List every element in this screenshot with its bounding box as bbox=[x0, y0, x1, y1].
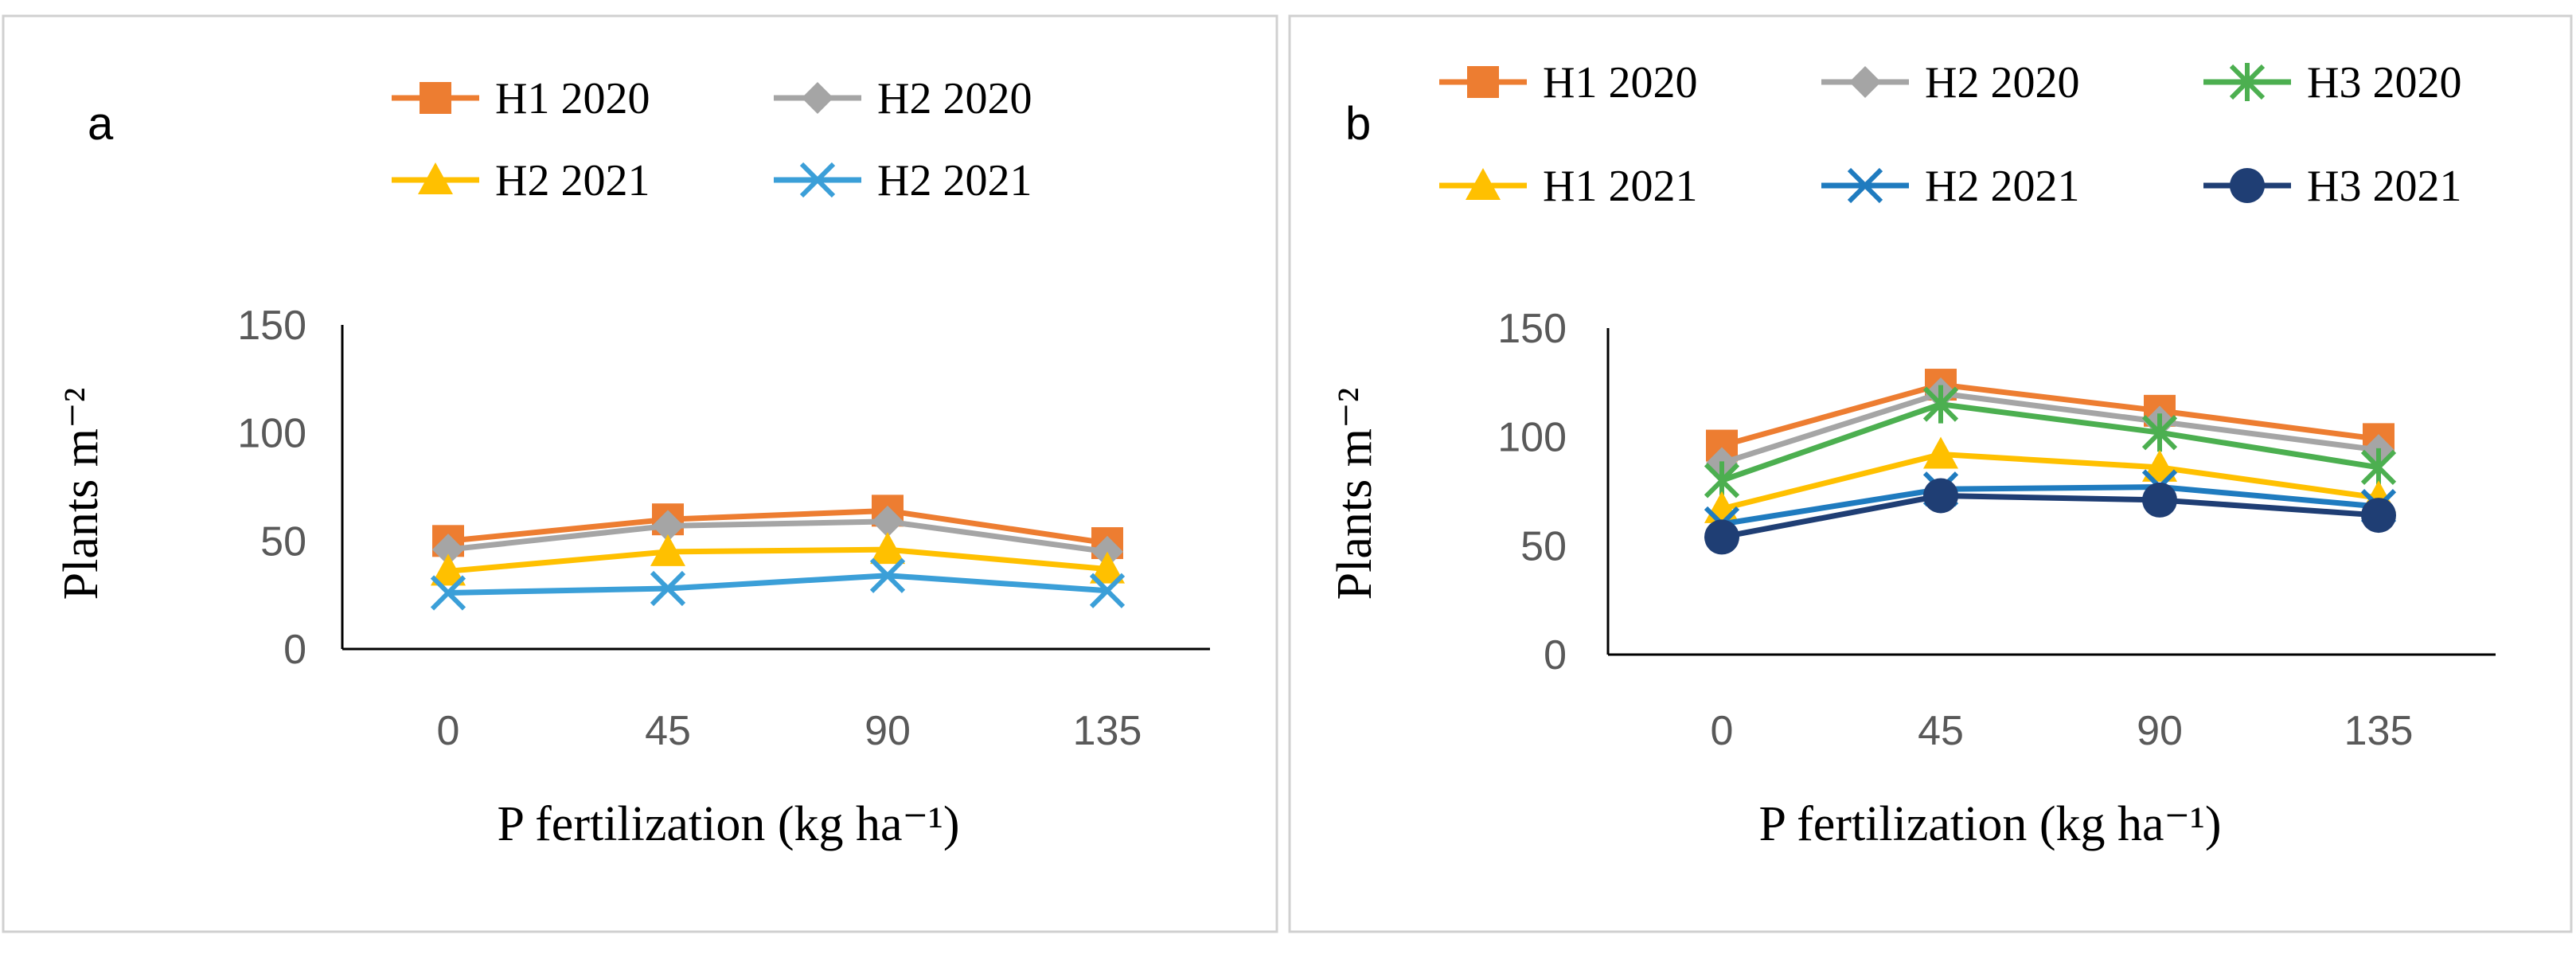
series-group bbox=[1704, 478, 2396, 555]
legend-item: H2 2021 bbox=[1821, 162, 2079, 211]
legend-label: H1 2020 bbox=[495, 74, 650, 123]
legend-item: H1 2021 bbox=[1439, 162, 1697, 211]
y-tick-label: 50 bbox=[1520, 523, 1567, 569]
x-tick-label: 135 bbox=[1073, 708, 1142, 754]
x-tick-label: 45 bbox=[645, 708, 691, 754]
legend-item: H3 2021 bbox=[2203, 162, 2461, 211]
legend-label: H2 2020 bbox=[1925, 58, 2079, 108]
panel-b-label: b bbox=[1345, 98, 1371, 150]
series-line bbox=[1721, 484, 2379, 527]
data-point bbox=[1922, 385, 1959, 424]
x-tick-label: 0 bbox=[1711, 708, 1734, 754]
y-tick-label: 150 bbox=[1497, 306, 1567, 352]
x-tick-label: 135 bbox=[2344, 708, 2414, 754]
legend-label: H2 2020 bbox=[877, 74, 1032, 123]
x-tick-label: 0 bbox=[437, 708, 460, 754]
series-line bbox=[1720, 390, 2379, 466]
panel-a: a H1 2020 H2 2020 H2 2021 H2 2021 0 50 100 150… bbox=[2, 14, 1278, 933]
panel-b-frame bbox=[1288, 14, 2573, 933]
series-line bbox=[1721, 381, 2379, 448]
data-point bbox=[650, 534, 685, 566]
data-point bbox=[2141, 413, 2178, 452]
panel-a-plot: 0 50 100 150 0 45 90 135 bbox=[237, 303, 1210, 754]
panel-b: b H1 2020 H2 2020 H3 2020 H1 2021 H2 2021 H3 … bbox=[1288, 14, 2573, 933]
data-point bbox=[432, 534, 464, 566]
legend-label: H2 2021 bbox=[1925, 162, 2079, 211]
series-line bbox=[1720, 401, 2379, 483]
legend-label: H3 2020 bbox=[2307, 58, 2461, 108]
legend-label: H3 2021 bbox=[2307, 162, 2461, 211]
data-point bbox=[872, 505, 904, 538]
series-line bbox=[447, 518, 1108, 555]
legend-item: H2 2021 bbox=[774, 156, 1032, 205]
y-tick-label: 0 bbox=[283, 627, 306, 673]
legend-item: H1 2020 bbox=[392, 74, 650, 123]
series-group bbox=[430, 557, 1126, 611]
panel-a-x-axis-title: P fertilization (kg ha⁻¹) bbox=[497, 797, 959, 851]
legend-marker bbox=[418, 162, 453, 194]
panel-b-y-axis-title: Plants m⁻² bbox=[1328, 388, 1382, 600]
data-point bbox=[869, 557, 906, 593]
data-point bbox=[2361, 498, 2396, 534]
x-tick-label: 90 bbox=[2137, 708, 2183, 754]
data-point bbox=[650, 570, 686, 607]
panel-a-label: a bbox=[88, 98, 114, 150]
panel-b-plot: 0 50 100 150 0 45 90 135 bbox=[1497, 306, 2496, 754]
y-tick-label: 50 bbox=[260, 518, 306, 565]
legend-label: H1 2020 bbox=[1543, 58, 1697, 108]
series-group bbox=[1704, 469, 2397, 542]
data-point bbox=[1923, 436, 1958, 469]
series-line bbox=[447, 507, 1108, 546]
series-line bbox=[1721, 492, 2379, 540]
data-point bbox=[1923, 478, 1958, 514]
data-point bbox=[870, 532, 905, 565]
series-group bbox=[431, 532, 1125, 586]
series-line bbox=[447, 573, 1108, 596]
legend-item: H2 2020 bbox=[1821, 58, 2079, 108]
series-group bbox=[1704, 385, 2397, 500]
x-tick-label: 45 bbox=[1918, 708, 1964, 754]
legend-marker bbox=[1466, 168, 1501, 200]
legend-item: H2 2021 bbox=[392, 156, 650, 205]
y-tick-label: 150 bbox=[237, 303, 306, 349]
y-tick-label: 100 bbox=[237, 411, 306, 457]
data-point bbox=[1704, 519, 1739, 555]
legend-marker bbox=[802, 82, 833, 114]
data-point bbox=[652, 510, 684, 542]
data-point bbox=[1089, 573, 1126, 608]
legend-marker bbox=[1847, 167, 1883, 204]
legend-item: H2 2020 bbox=[774, 74, 1032, 123]
legend-marker bbox=[799, 162, 836, 198]
data-point bbox=[430, 575, 466, 611]
legend-marker bbox=[2230, 168, 2265, 203]
panel-a-legend: H1 2020 H2 2020 H2 2021 H2 2021 bbox=[392, 74, 1032, 205]
panel-b-legend: H1 2020 H2 2020 H3 2020 H1 2021 H2 2021 H3 20… bbox=[1439, 58, 2461, 211]
y-tick-label: 100 bbox=[1497, 415, 1567, 461]
legend-item: H1 2020 bbox=[1439, 58, 1697, 108]
legend-marker bbox=[2229, 63, 2266, 101]
legend-label: H2 2021 bbox=[877, 156, 1032, 205]
data-point bbox=[2142, 482, 2177, 518]
legend-item: H3 2020 bbox=[2203, 58, 2461, 108]
y-tick-label: 0 bbox=[1544, 632, 1567, 678]
data-point bbox=[431, 553, 466, 586]
panel-a-frame bbox=[2, 14, 1278, 933]
panel-a-y-axis-title: Plants m⁻² bbox=[54, 388, 108, 600]
legend-marker bbox=[1849, 66, 1881, 98]
x-tick-label: 90 bbox=[865, 708, 911, 754]
data-point bbox=[1090, 551, 1125, 584]
data-point bbox=[2142, 449, 2177, 482]
legend-marker bbox=[420, 82, 451, 114]
data-point bbox=[2360, 448, 2397, 487]
panel-b-x-axis-title: P fertilization (kg ha⁻¹) bbox=[1758, 797, 2221, 851]
legend-label: H2 2021 bbox=[495, 156, 650, 205]
legend-marker bbox=[1467, 66, 1499, 98]
series-group bbox=[432, 505, 1123, 568]
series-line bbox=[447, 546, 1108, 574]
series-line bbox=[1721, 452, 2379, 512]
legend-label: H1 2021 bbox=[1543, 162, 1697, 211]
